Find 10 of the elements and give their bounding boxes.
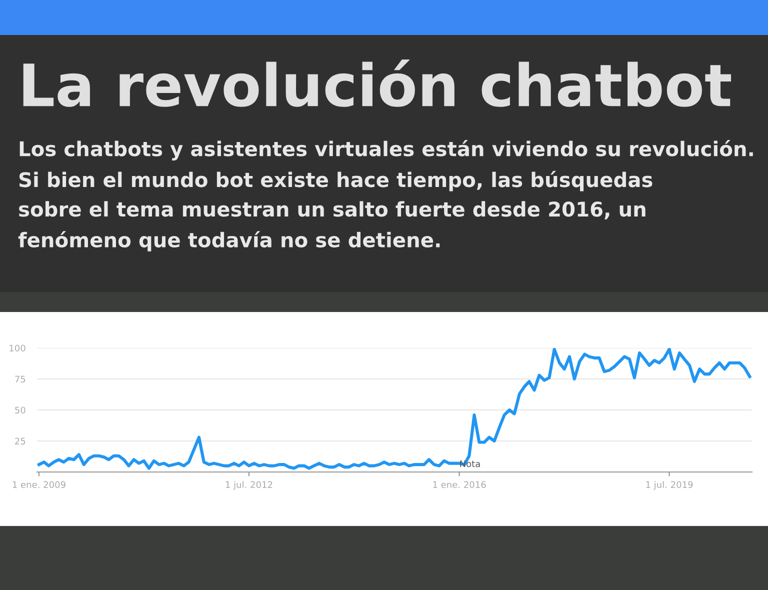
x-tick-label: 1 jul. 2019 xyxy=(646,481,693,490)
y-tick-label: 50 xyxy=(15,406,26,414)
y-tick-label: 100 xyxy=(10,344,26,352)
x-tick-label: 1 jul. 2012 xyxy=(226,481,272,490)
y-tick-label: 25 xyxy=(15,438,26,445)
y-tick-label: 75 xyxy=(15,376,26,383)
x-tick-label: 1 ene. 2009 xyxy=(12,481,66,488)
chart-subtitle: Los chatbots y asistentes virtuales están viviendo su revolución. Si bien el mundo bot existe hace tiempo, las búsquedas sobre el tema muestran un salto fuerte desde 2016, un fenómeno que todavía no se detiene. xyxy=(18,140,753,252)
chart-title: La revolución chatbot xyxy=(23,59,732,107)
x-tick-label: 1 ene. 2016 xyxy=(433,481,486,488)
